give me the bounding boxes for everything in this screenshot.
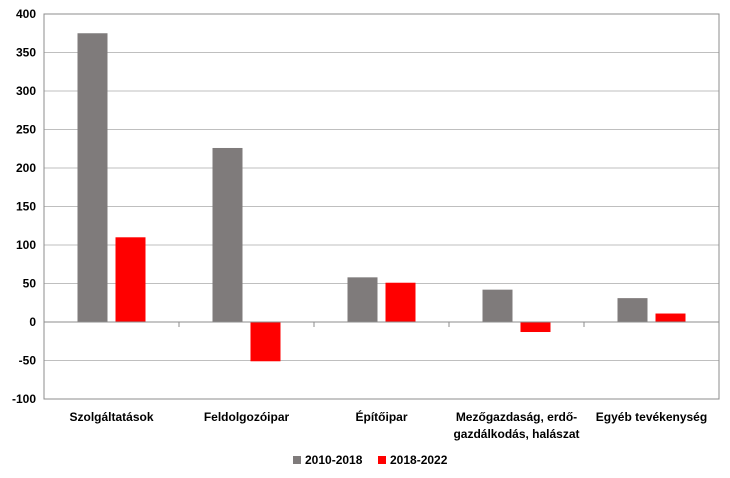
y-tick-label-5: 150 [16, 200, 36, 214]
bar-1-1 [250, 322, 281, 362]
grid-lines [44, 13, 719, 400]
y-tick-label-0: -100 [12, 392, 36, 406]
bars [77, 33, 686, 362]
bar-1-2 [385, 282, 416, 322]
x-category-label-1-0: Feldolgozóipar [204, 410, 290, 424]
y-tick-label-10: 400 [16, 7, 36, 21]
axes [43, 13, 720, 400]
x-category-label-2-0: Építőipar [355, 409, 407, 424]
y-tick-label-2: 0 [29, 315, 36, 329]
legend-swatch-1 [378, 456, 386, 464]
y-axis-ticks: -100 -50 0 50 100 150 200 250 300 350 400 [12, 7, 36, 406]
y-tick-label-6: 200 [16, 161, 36, 175]
x-category-label-3-0: Mezőgazdaság, erdő- [456, 410, 577, 424]
y-tick-label-9: 350 [16, 46, 36, 60]
x-category-label-3-1: gazdálkodás, halászat [453, 427, 579, 441]
bar-0-0 [77, 33, 108, 322]
bar-0-1 [212, 147, 243, 322]
y-tick-label-3: 50 [23, 277, 37, 291]
y-tick-label-1: -50 [19, 354, 37, 368]
bar-1-0 [115, 237, 146, 322]
bar-0-3 [482, 289, 513, 322]
legend: 2010-2018 2018-2022 [293, 453, 448, 467]
plot-border [43, 13, 720, 400]
y-tick-label-7: 250 [16, 123, 36, 137]
y-tick-label-8: 300 [16, 84, 36, 98]
legend-label-0: 2010-2018 [305, 453, 363, 467]
x-axis-category-labels: Szolgáltatások Feldolgozóipar Építőipar Mez… [69, 409, 707, 441]
legend-swatch-0 [293, 456, 301, 464]
bar-0-2 [347, 277, 378, 322]
y-tick-label-4: 100 [16, 238, 36, 252]
bar-0-4 [617, 298, 648, 322]
legend-label-1: 2018-2022 [390, 453, 448, 467]
x-category-label-4-0: Egyéb tevékenység [596, 410, 707, 424]
bar-1-3 [520, 322, 551, 333]
bar-1-4 [655, 313, 686, 322]
x-category-label-0-0: Szolgáltatások [69, 410, 153, 424]
